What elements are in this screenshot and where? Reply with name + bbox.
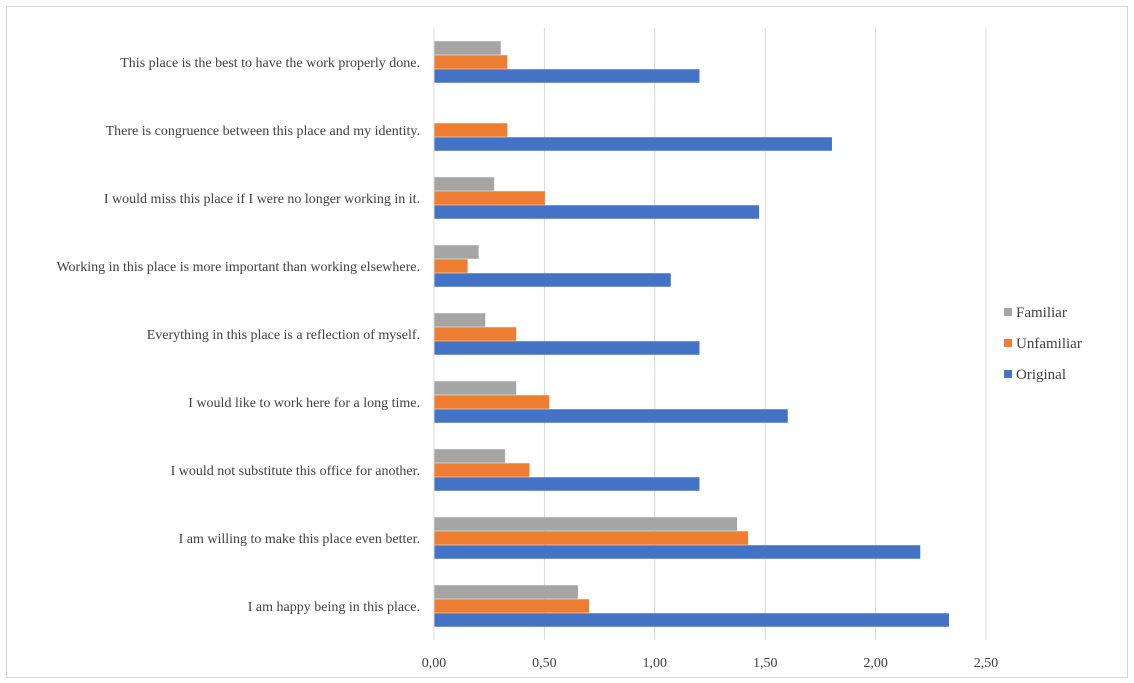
- bar-unfamiliar: [434, 55, 508, 69]
- legend-swatch-original: [1004, 370, 1012, 378]
- bars: [434, 41, 949, 627]
- x-tick-labels: 0,00 0,50 1,00 1,50 2,00 2,50: [422, 656, 999, 671]
- x-tick-label: 1,50: [753, 656, 778, 671]
- x-tick-label: 0,00: [422, 656, 447, 671]
- bar-familiar: [434, 313, 486, 327]
- category-label: I would like to work here for a long tim…: [188, 396, 420, 411]
- category-labels: This place is the best to have the work …: [56, 56, 420, 615]
- category-label: Working in this place is more important …: [56, 260, 420, 275]
- bar-unfamiliar: [434, 123, 508, 137]
- bar-unfamiliar: [434, 599, 590, 613]
- bar-original: [434, 137, 832, 151]
- category-label: I am happy being in this place.: [248, 600, 420, 615]
- category-label: I am willing to make this place even bet…: [179, 532, 420, 547]
- legend-label-unfamiliar: Unfamiliar: [1016, 336, 1082, 352]
- bar-original: [434, 205, 760, 219]
- bar-unfamiliar: [434, 463, 530, 477]
- bar-familiar: [434, 381, 517, 395]
- bar-familiar: [434, 245, 479, 259]
- category-label: Everything in this place is a reflection…: [147, 328, 420, 343]
- bar-original: [434, 69, 700, 83]
- legend-swatch-unfamiliar: [1004, 339, 1012, 347]
- bar-original: [434, 273, 671, 287]
- legend-label-original: Original: [1016, 367, 1066, 383]
- legend: Familiar Unfamiliar Original: [1004, 305, 1082, 383]
- bar-original: [434, 341, 700, 355]
- bar-unfamiliar: [434, 259, 468, 273]
- bar-familiar: [434, 177, 495, 191]
- category-label: I would miss this place if I were no lon…: [104, 192, 420, 207]
- x-tick-label: 0,50: [532, 656, 557, 671]
- bar-familiar: [434, 449, 506, 463]
- bar-unfamiliar: [434, 531, 749, 545]
- bar-unfamiliar: [434, 327, 517, 341]
- bar-familiar: [434, 585, 579, 599]
- x-tick-label: 1,00: [643, 656, 668, 671]
- bar-unfamiliar: [434, 191, 545, 205]
- bar-original: [434, 545, 921, 559]
- category-label: There is congruence between this place a…: [106, 124, 420, 139]
- legend-swatch-familiar: [1004, 308, 1012, 316]
- legend-label-familiar: Familiar: [1016, 305, 1067, 321]
- x-tick-label: 2,50: [974, 656, 999, 671]
- bar-familiar: [434, 41, 501, 55]
- bar-unfamiliar: [434, 395, 550, 409]
- category-label: This place is the best to have the work …: [120, 56, 420, 71]
- bar-familiar: [434, 517, 737, 531]
- bar-original: [434, 613, 949, 627]
- bar-original: [434, 477, 700, 491]
- x-tick-label: 2,00: [863, 656, 888, 671]
- category-label: I would not substitute this office for a…: [171, 464, 420, 479]
- bar-original: [434, 409, 788, 423]
